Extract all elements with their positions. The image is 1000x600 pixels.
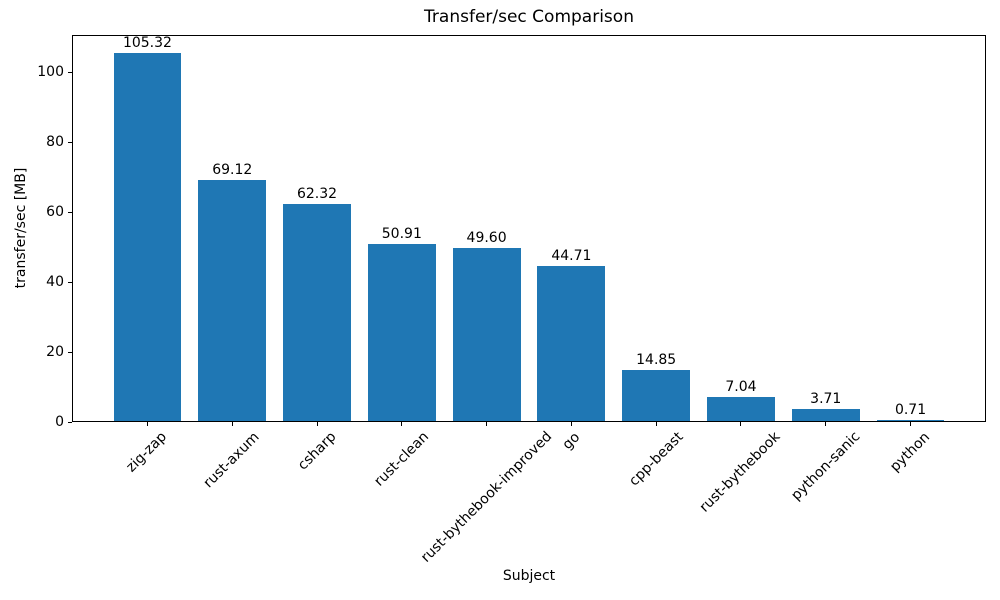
x-tick-label: python (887, 428, 934, 475)
x-tick-mark (570, 422, 572, 426)
bar-python-sanic (791, 409, 860, 422)
y-tick-mark (68, 141, 72, 143)
x-tick-label: rust-bythebook (697, 429, 784, 516)
x-tick-mark (231, 422, 233, 426)
bar-cpp-beast (622, 370, 691, 422)
bar-python (876, 419, 945, 422)
bar-value-label: 69.12 (212, 162, 253, 179)
y-tick-mark (68, 211, 72, 213)
x-tick-mark (146, 422, 148, 426)
bar-value-label: 62.32 (296, 185, 338, 202)
y-tick-mark (68, 351, 72, 353)
x-tick-mark (825, 422, 827, 426)
bar-value-label: 3.71 (810, 391, 842, 408)
y-tick-label: 80 (46, 134, 64, 151)
x-tick-mark (316, 422, 318, 426)
x-tick-mark (486, 422, 488, 426)
bar-go (537, 265, 606, 422)
bar-value-label: 44.71 (551, 247, 592, 264)
x-tick-label: zig-zap (123, 428, 171, 476)
bar-value-label: 49.60 (466, 230, 507, 247)
bar-rust-bythebook-improved (452, 248, 521, 422)
bar-value-label: 14.85 (636, 352, 677, 369)
x-tick-mark (910, 422, 912, 426)
bar-value-label: 105.32 (122, 35, 172, 52)
y-tick-label: 0 (55, 414, 64, 430)
bar-rust-bythebook (707, 397, 775, 422)
bar-csharp (283, 203, 351, 422)
y-tick-label: 20 (46, 344, 64, 360)
y-tick-mark (68, 421, 72, 423)
x-tick-label: python-sanic (787, 428, 864, 505)
bar-rust-axum (198, 180, 267, 422)
y-tick-label: 40 (46, 274, 64, 291)
x-tick-label: rust-clean (371, 428, 432, 490)
y-axis-label: transfer/sec [MB] (13, 167, 29, 289)
x-tick-mark (401, 422, 403, 426)
x-tick-label: go (559, 428, 584, 453)
x-tick-label: csharp (294, 428, 340, 474)
x-axis-label: Subject (502, 568, 556, 584)
y-tick-label: 100 (37, 64, 64, 81)
bar-value-label: 0.71 (894, 401, 927, 418)
y-tick-label: 60 (46, 204, 64, 221)
x-tick-mark (740, 422, 742, 426)
bar-value-label: 50.91 (381, 225, 422, 242)
y-tick-mark (68, 281, 72, 283)
y-tick-mark (68, 71, 72, 73)
x-tick-label: cpp-beast (625, 428, 687, 490)
x-tick-label: rust-axum (200, 429, 263, 492)
chart-title: Transfer/sec Comparison (424, 7, 634, 27)
x-tick-mark (655, 422, 657, 426)
bar-zig-zap (113, 53, 182, 422)
x-tick-label: rust-bythebook-improved (417, 428, 555, 567)
bar-value-label: 7.04 (725, 379, 757, 396)
bar-rust-clean (367, 243, 436, 422)
